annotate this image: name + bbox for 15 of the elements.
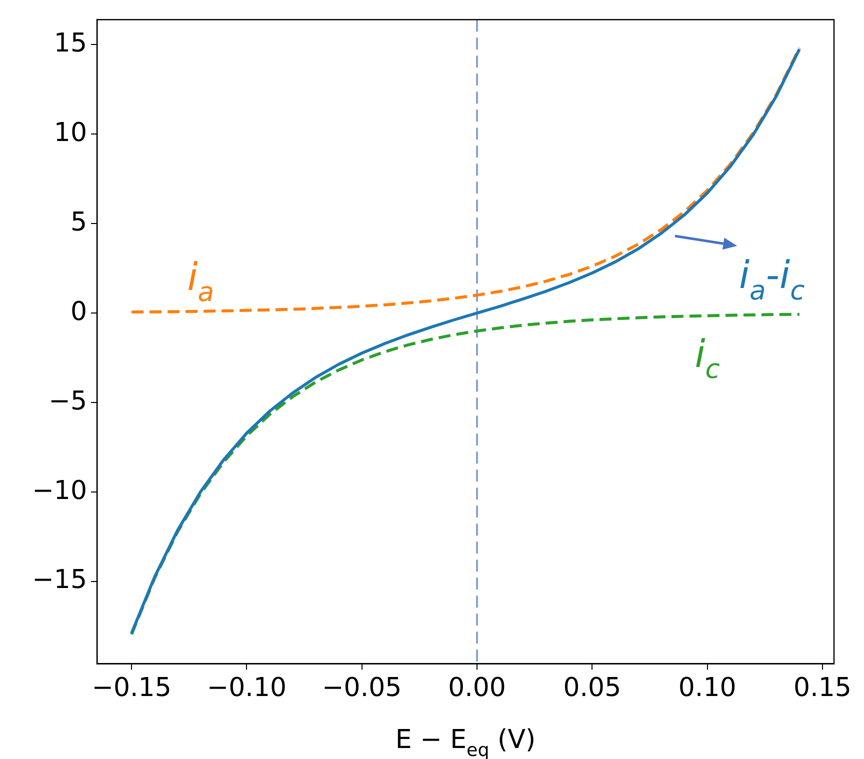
y-tick-label: −10 <box>32 476 87 506</box>
x-tick-label: 0.00 <box>448 673 506 704</box>
y-tick-label: −5 <box>48 386 87 416</box>
x-tick-label: −0.05 <box>322 673 402 704</box>
x-tick-label: −0.15 <box>92 673 172 704</box>
line-series <box>130 312 801 636</box>
x-tick-label: 0.10 <box>678 673 736 704</box>
y-tick-label: 0 <box>70 296 87 327</box>
x-tick-label: 0.05 <box>563 673 622 704</box>
x-tick-label: −0.10 <box>206 673 287 704</box>
y-tick-label: 15 <box>54 28 87 58</box>
y-tick-label: 10 <box>54 118 87 148</box>
y-tick-label: 5 <box>70 207 87 238</box>
y-tick-label: −15 <box>32 565 87 596</box>
x-tick-label: 0.15 <box>794 673 852 704</box>
